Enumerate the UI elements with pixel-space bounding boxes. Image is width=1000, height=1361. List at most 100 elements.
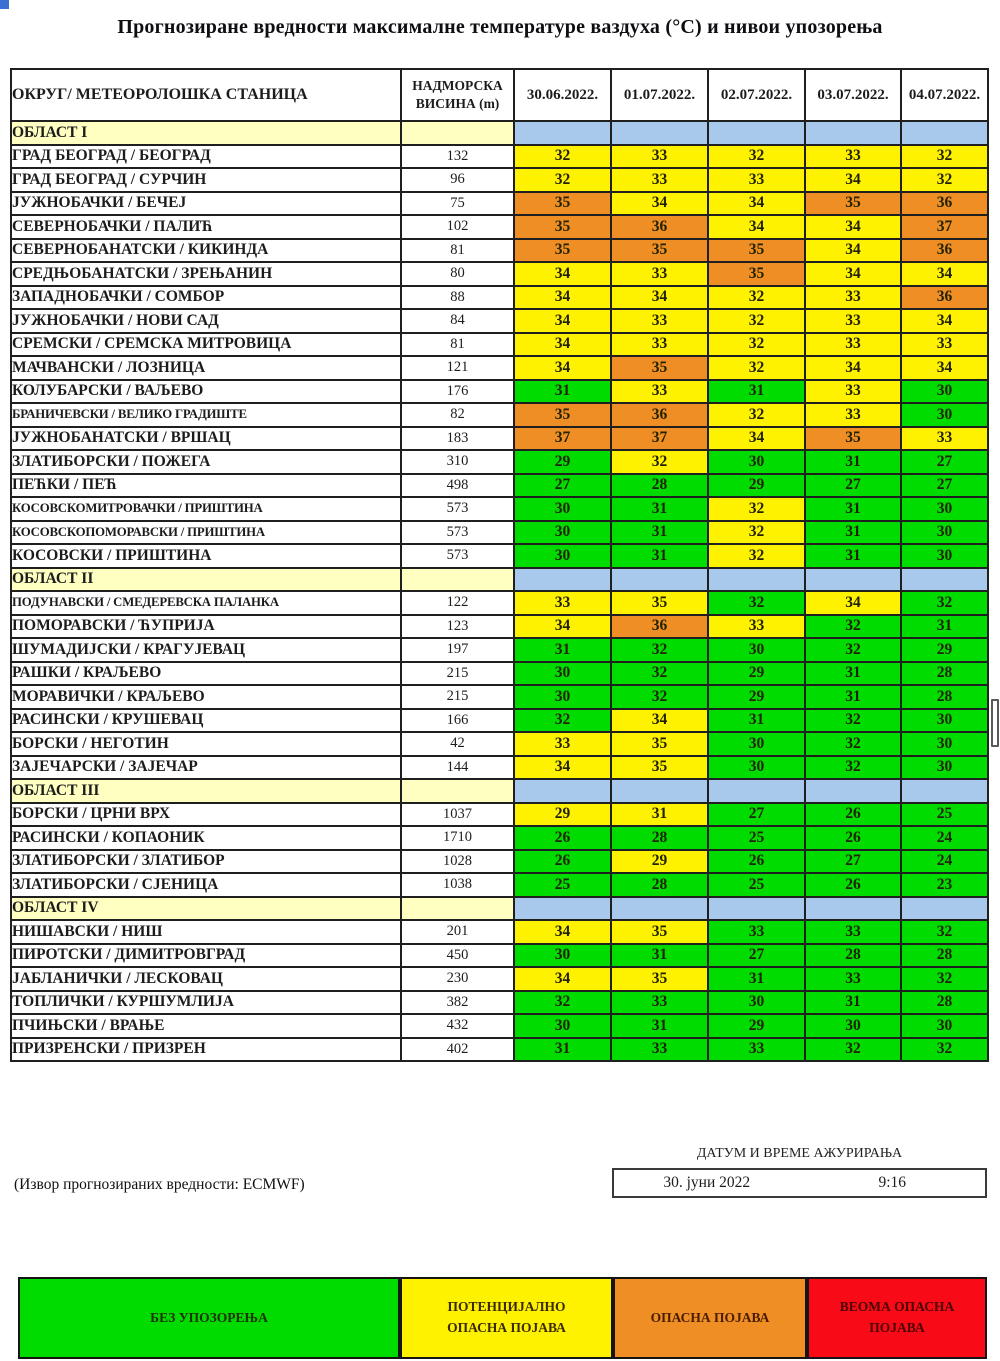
temp-cell: 33 bbox=[900, 425, 989, 451]
temp-cell: 34 bbox=[610, 707, 709, 733]
temp-cell: 35 bbox=[707, 237, 806, 263]
station-cell: НИШАВСКИ / НИШ bbox=[10, 919, 402, 945]
section-date-cell bbox=[513, 120, 612, 146]
station-cell: МАЧВАНСКИ / ЛОЗНИЦА bbox=[10, 355, 402, 381]
station-cell: ГРАД БЕОГРАД / СУРЧИН bbox=[10, 167, 402, 193]
station-row: БОРСКИ / НЕГОТИН 42 33 35 30 32 30 bbox=[10, 731, 989, 757]
temp-cell: 31 bbox=[707, 378, 806, 404]
temp-cell: 33 bbox=[610, 378, 709, 404]
station-row: КОЛУБАРСКИ / ВАЉЕВО 176 31 33 31 33 30 bbox=[10, 378, 989, 404]
temp-cell: 26 bbox=[513, 848, 612, 874]
temp-cell: 36 bbox=[900, 190, 989, 216]
temp-cell: 36 bbox=[610, 402, 709, 428]
section-date-cell bbox=[804, 120, 902, 146]
temp-cell: 32 bbox=[804, 1036, 902, 1062]
section-date-cell bbox=[804, 778, 902, 804]
temp-cell: 26 bbox=[804, 801, 902, 827]
temp-cell: 32 bbox=[707, 496, 806, 522]
temp-cell: 30 bbox=[513, 496, 612, 522]
temp-cell: 31 bbox=[804, 496, 902, 522]
date-column-header: 01.07.2022. bbox=[610, 68, 709, 122]
section-date-cell bbox=[900, 895, 989, 921]
scrollbar-thumb[interactable] bbox=[991, 699, 999, 747]
altitude-cell: 144 bbox=[400, 754, 515, 780]
section-label: ОБЛАСТ III bbox=[10, 778, 402, 804]
temp-cell: 32 bbox=[900, 167, 989, 193]
station-row: ШУМАДИЈСКИ / КРАГУЈЕВАЦ 197 31 32 30 32 29 bbox=[10, 637, 989, 663]
section-date-cell bbox=[900, 566, 989, 592]
temp-cell: 33 bbox=[610, 989, 709, 1015]
temp-cell: 35 bbox=[513, 214, 612, 240]
section-altitude-cell bbox=[400, 120, 515, 146]
station-cell: МОРАВИЧКИ / КРАЉЕВО bbox=[10, 684, 402, 710]
temp-cell: 32 bbox=[804, 707, 902, 733]
temp-cell: 35 bbox=[513, 237, 612, 263]
section-date-cell bbox=[707, 778, 806, 804]
station-row: КОСОВСКОПОМОРАВСКИ / ПРИШТИНА 573 30 31 32 31… bbox=[10, 519, 989, 545]
station-cell: ЈУЖНОБАНАТСКИ / ВРШАЦ bbox=[10, 425, 402, 451]
altitude-cell: 573 bbox=[400, 496, 515, 522]
station-cell: ПОДУНАВСКИ / СМЕДЕРЕВСКА ПАЛАНКА bbox=[10, 590, 402, 616]
update-date: 30. јуни 2022 bbox=[663, 1174, 751, 1191]
station-cell: ПРИЗРЕНСКИ / ПРИЗРЕН bbox=[10, 1036, 402, 1062]
temp-cell: 30 bbox=[513, 684, 612, 710]
temp-cell: 30 bbox=[900, 378, 989, 404]
temp-cell: 32 bbox=[804, 754, 902, 780]
station-row: ПРИЗРЕНСКИ / ПРИЗРЕН 402 31 33 33 32 32 bbox=[10, 1036, 989, 1062]
temp-cell: 30 bbox=[707, 989, 806, 1015]
station-row: ЈУЖНОБАЧКИ / БЕЧЕЈ 75 35 34 34 35 36 bbox=[10, 190, 989, 216]
legend-item-label: ПОТЕНЦИЈАЛНО ОПАСНА ПОЈАВА bbox=[447, 1299, 566, 1335]
station-row: ГРАД БЕОГРАД / БЕОГРАД 132 32 33 32 33 32 bbox=[10, 143, 989, 169]
station-row: СРЕДЊОБАНАТСКИ / ЗРЕЊАНИН 80 34 33 35 34 34 bbox=[10, 261, 989, 287]
legend-item-label: ОПАСНА ПОЈАВА bbox=[650, 1309, 770, 1325]
temp-cell: 30 bbox=[707, 449, 806, 475]
temp-cell: 30 bbox=[900, 402, 989, 428]
altitude-cell: 310 bbox=[400, 449, 515, 475]
altitude-cell: 75 bbox=[400, 190, 515, 216]
station-cell: СЕВЕРНОБАНАТСКИ / КИКИНДА bbox=[10, 237, 402, 263]
temp-cell: 32 bbox=[707, 355, 806, 381]
temp-cell: 36 bbox=[610, 613, 709, 639]
temp-cell: 25 bbox=[513, 872, 612, 898]
station-cell: БОРСКИ / ЦРНИ ВРХ bbox=[10, 801, 402, 827]
station-row: МАЧВАНСКИ / ЛОЗНИЦА 121 34 35 32 34 34 bbox=[10, 355, 989, 381]
station-cell: СРЕМСКИ / СРЕМСКА МИТРОВИЦА bbox=[10, 331, 402, 357]
temp-cell: 32 bbox=[610, 637, 709, 663]
section-row: ОБЛАСТ I bbox=[10, 120, 989, 146]
temp-cell: 34 bbox=[513, 613, 612, 639]
section-row: ОБЛАСТ III bbox=[10, 778, 989, 804]
station-column-header: ОКРУГ/ МЕТЕОРОЛОШКА СТАНИЦА bbox=[10, 68, 402, 122]
section-altitude-cell bbox=[400, 895, 515, 921]
temp-cell: 26 bbox=[513, 825, 612, 851]
temp-cell: 29 bbox=[513, 801, 612, 827]
temp-cell: 28 bbox=[900, 684, 989, 710]
date-column-header: 30.06.2022. bbox=[513, 68, 612, 122]
altitude-cell: 197 bbox=[400, 637, 515, 663]
temp-cell: 29 bbox=[707, 684, 806, 710]
temp-cell: 33 bbox=[513, 590, 612, 616]
temp-cell: 34 bbox=[900, 261, 989, 287]
temp-cell: 28 bbox=[610, 825, 709, 851]
temp-cell: 33 bbox=[513, 731, 612, 757]
temp-cell: 30 bbox=[513, 519, 612, 545]
temp-cell: 34 bbox=[513, 331, 612, 357]
temp-cell: 34 bbox=[900, 308, 989, 334]
altitude-cell: 573 bbox=[400, 543, 515, 569]
temp-cell: 33 bbox=[610, 331, 709, 357]
section-date-cell bbox=[900, 120, 989, 146]
temp-cell: 32 bbox=[513, 143, 612, 169]
temp-cell: 30 bbox=[900, 731, 989, 757]
temp-cell: 32 bbox=[900, 1036, 989, 1062]
station-row: СРЕМСКИ / СРЕМСКА МИТРОВИЦА 81 34 33 32 33 33 bbox=[10, 331, 989, 357]
altitude-cell: 201 bbox=[400, 919, 515, 945]
station-row: ПИРОТСКИ / ДИМИТРОВГРАД 450 30 31 27 28 28 bbox=[10, 942, 989, 968]
temp-cell: 33 bbox=[707, 919, 806, 945]
temp-cell: 34 bbox=[804, 355, 902, 381]
temp-cell: 33 bbox=[610, 167, 709, 193]
header-row: ОКРУГ/ МЕТЕОРОЛОШКА СТАНИЦА НАДМОРСКА ВИ… bbox=[10, 68, 989, 122]
corner-artifact bbox=[0, 0, 9, 9]
temp-cell: 32 bbox=[900, 590, 989, 616]
temp-cell: 31 bbox=[610, 519, 709, 545]
station-cell: СРЕДЊОБАНАТСКИ / ЗРЕЊАНИН bbox=[10, 261, 402, 287]
station-cell: КОСОВСКОМИТРОВАЧКИ / ПРИШТИНА bbox=[10, 496, 402, 522]
